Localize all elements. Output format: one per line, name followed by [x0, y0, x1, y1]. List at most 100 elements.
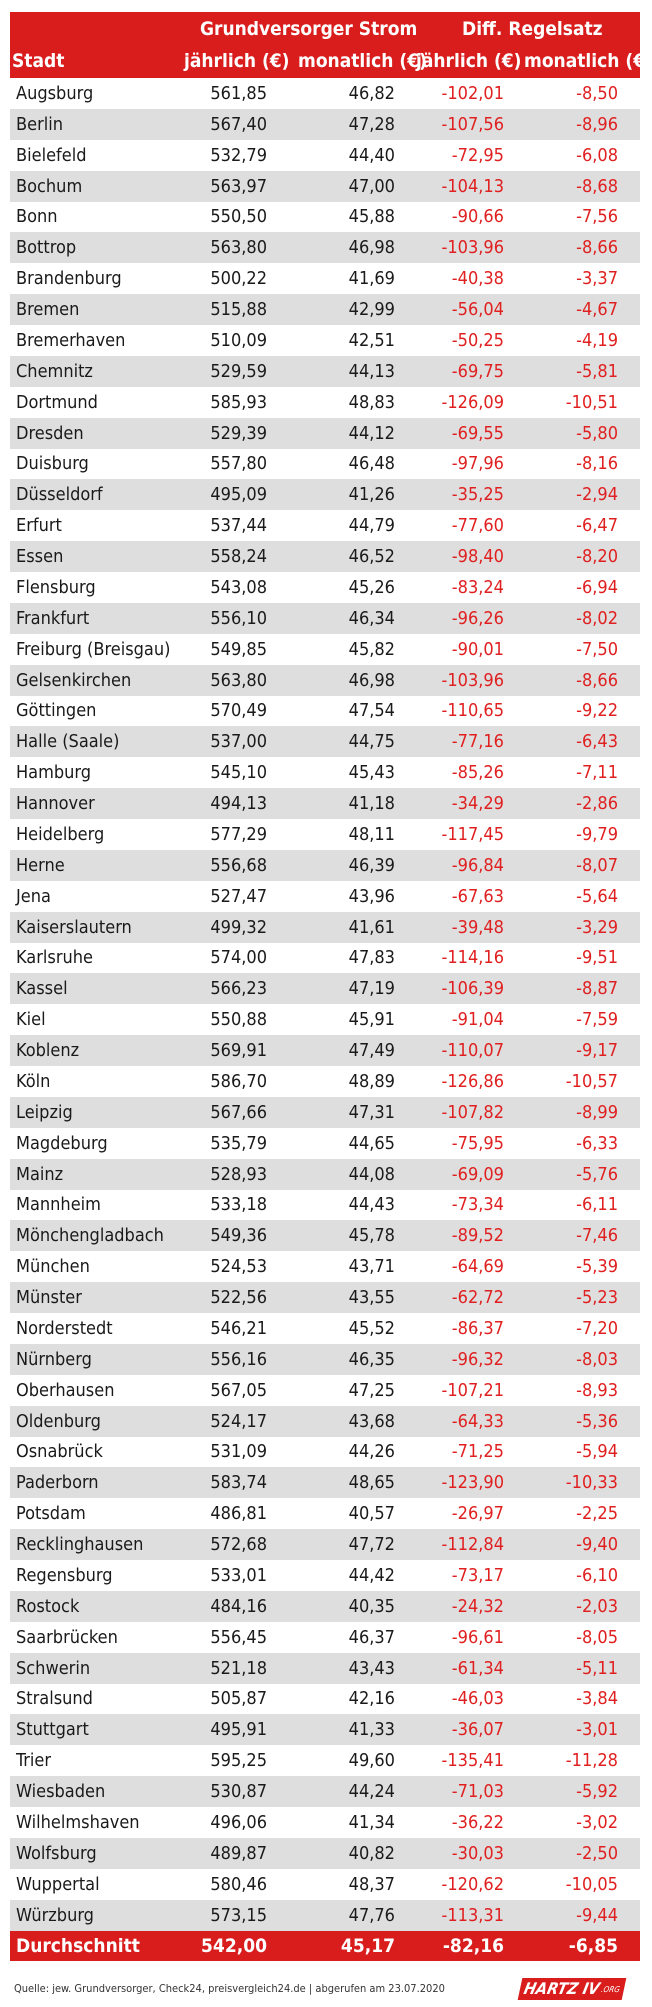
table-row: Kaiserslautern 499,32 41,61 -39,48 -3,29: [10, 911, 640, 943]
cell-city: Koblenz: [16, 1040, 80, 1062]
cell-city: Kassel: [16, 978, 68, 1000]
cell-d-yearly: -102,01: [441, 82, 505, 104]
cell-d-monthly: -4,67: [576, 299, 618, 321]
table-row: Würzburg 573,15 47,76 -113,31 -9,44: [10, 1899, 640, 1931]
table-row: Flensburg 543,08 45,26 -83,24 -6,94: [10, 572, 640, 603]
cell-d-monthly: -7,20: [576, 1317, 618, 1339]
cell-g-monthly: 40,57: [348, 1503, 395, 1525]
cell-city: Stralsund: [16, 1688, 93, 1710]
cell-city: Osnabrück: [16, 1441, 103, 1463]
cell-g-monthly: 47,54: [348, 700, 395, 722]
cell-g-yearly: 585,93: [210, 391, 267, 413]
table-row: Kiel 550,88 45,91 -91,04 -7,59: [10, 1004, 640, 1035]
table-row: Wiesbaden 530,87 44,24 -71,03 -5,92: [10, 1776, 640, 1807]
cell-city: Brandenburg: [16, 268, 122, 290]
column-header-d-monthly: monatlich (€): [524, 50, 652, 72]
cell-d-monthly: -7,50: [576, 638, 618, 660]
cell-city: Mönchengladbach: [16, 1225, 164, 1247]
cell-d-yearly: -120,62: [441, 1873, 505, 1895]
cell-g-monthly: 40,82: [348, 1842, 395, 1864]
cell-g-yearly: 563,80: [210, 237, 267, 259]
cell-g-yearly: 595,25: [210, 1750, 267, 1772]
cell-city: Münster: [16, 1287, 82, 1309]
cell-d-yearly: -24,32: [451, 1595, 504, 1617]
cell-d-yearly: -69,09: [451, 1163, 504, 1185]
cell-g-yearly: 543,08: [210, 576, 267, 598]
cell-city: Düsseldorf: [16, 484, 103, 506]
cell-g-yearly: 583,74: [210, 1472, 267, 1494]
cell-d-yearly: -36,22: [451, 1811, 504, 1833]
cell-d-monthly: -7,56: [576, 206, 618, 228]
cell-g-monthly: 44,08: [348, 1163, 395, 1185]
cell-d-yearly: -30,03: [451, 1842, 504, 1864]
average-d-monthly: -6,85: [568, 1934, 618, 1957]
cell-d-yearly: -110,65: [441, 700, 505, 722]
table-row: Göttingen 570,49 47,54 -110,65 -9,22: [10, 696, 640, 727]
cell-g-monthly: 46,98: [348, 237, 395, 259]
cell-g-yearly: 556,10: [210, 607, 267, 629]
cell-g-yearly: 495,91: [210, 1719, 267, 1741]
cell-d-monthly: -3,84: [576, 1688, 618, 1710]
cell-g-yearly: 524,53: [210, 1256, 267, 1278]
source-note: Quelle: jew. Grundversorger, Check24, pr…: [14, 1982, 445, 1995]
cell-d-yearly: -71,03: [451, 1781, 504, 1803]
table-row: Bottrop 563,80 46,98 -103,96 -8,66: [10, 232, 640, 264]
cell-d-yearly: -104,13: [441, 175, 505, 197]
cell-g-monthly: 47,19: [348, 978, 395, 1000]
cell-g-yearly: 546,21: [210, 1317, 267, 1339]
cell-city: Heidelberg: [16, 823, 105, 845]
cell-g-monthly: 41,26: [348, 484, 395, 506]
cell-g-monthly: 41,18: [348, 793, 395, 815]
cell-d-monthly: -5,81: [576, 360, 618, 382]
cell-g-monthly: 48,89: [348, 1070, 395, 1092]
table-row: Augsburg 561,85 46,82 -102,01 -8,50: [10, 78, 640, 109]
cell-d-monthly: -5,64: [576, 885, 618, 907]
cell-d-yearly: -96,32: [451, 1348, 504, 1370]
cell-g-monthly: 44,65: [348, 1132, 395, 1154]
cell-d-monthly: -10,57: [565, 1070, 618, 1092]
cell-g-yearly: 535,79: [210, 1132, 267, 1154]
cell-g-yearly: 499,32: [210, 916, 267, 938]
cell-d-yearly: -91,04: [451, 1009, 504, 1031]
table-row: Bielefeld 532,79 44,40 -72,95 -6,08: [10, 140, 640, 171]
cell-g-yearly: 524,17: [210, 1410, 267, 1432]
cell-d-monthly: -6,08: [576, 144, 618, 166]
table-row: Oldenburg 524,17 43,68 -64,33 -5,36: [10, 1405, 640, 1437]
table-row: Schwerin 521,18 43,43 -61,34 -5,11: [10, 1652, 640, 1684]
cell-d-monthly: -5,92: [576, 1781, 618, 1803]
cell-g-yearly: 530,87: [210, 1781, 267, 1803]
table-row: Trier 595,25 49,60 -135,41 -11,28: [10, 1745, 640, 1776]
cell-g-monthly: 41,34: [348, 1811, 395, 1833]
cell-d-monthly: -5,36: [576, 1410, 618, 1432]
cell-g-yearly: 521,18: [210, 1657, 267, 1679]
price-table-container: Grundversorger Strom Diff. Regelsatz Sta…: [10, 12, 652, 1961]
cell-g-yearly: 532,79: [210, 144, 267, 166]
cell-d-yearly: -106,39: [441, 978, 505, 1000]
cell-d-monthly: -2,50: [576, 1842, 618, 1864]
table-row: Rostock 484,16 40,35 -24,32 -2,03: [10, 1590, 640, 1622]
cell-d-monthly: -6,10: [576, 1564, 618, 1586]
cell-d-monthly: -6,33: [576, 1132, 618, 1154]
cell-d-monthly: -11,28: [565, 1750, 618, 1772]
cell-d-yearly: -46,03: [451, 1688, 504, 1710]
table-row: Bonn 550,50 45,88 -90,66 -7,56: [10, 202, 640, 233]
cell-d-yearly: -107,82: [441, 1101, 505, 1123]
cell-d-yearly: -90,66: [451, 206, 504, 228]
cell-d-monthly: -3,01: [576, 1719, 618, 1741]
cell-g-yearly: 556,68: [210, 854, 267, 876]
table-row: Heidelberg 577,29 48,11 -117,45 -9,79: [10, 819, 640, 850]
cell-d-monthly: -8,87: [576, 978, 618, 1000]
table-row: Bremerhaven 510,09 42,51 -50,25 -4,19: [10, 325, 640, 356]
cell-g-yearly: 563,97: [210, 175, 267, 197]
cell-d-monthly: -8,68: [576, 175, 618, 197]
cell-city: Wilhelmshaven: [16, 1811, 140, 1833]
cell-d-yearly: -50,25: [451, 329, 504, 351]
cell-city: Regensburg: [16, 1564, 113, 1586]
table-row: Chemnitz 529,59 44,13 -69,75 -5,81: [10, 355, 640, 387]
cell-city: Hannover: [16, 793, 95, 815]
cell-g-yearly: 567,40: [210, 113, 267, 135]
logo-main-text: HARTZ IV: [522, 1979, 602, 1998]
cell-g-monthly: 44,75: [348, 731, 395, 753]
cell-city: Recklinghausen: [16, 1534, 144, 1556]
cell-g-yearly: 528,93: [210, 1163, 267, 1185]
